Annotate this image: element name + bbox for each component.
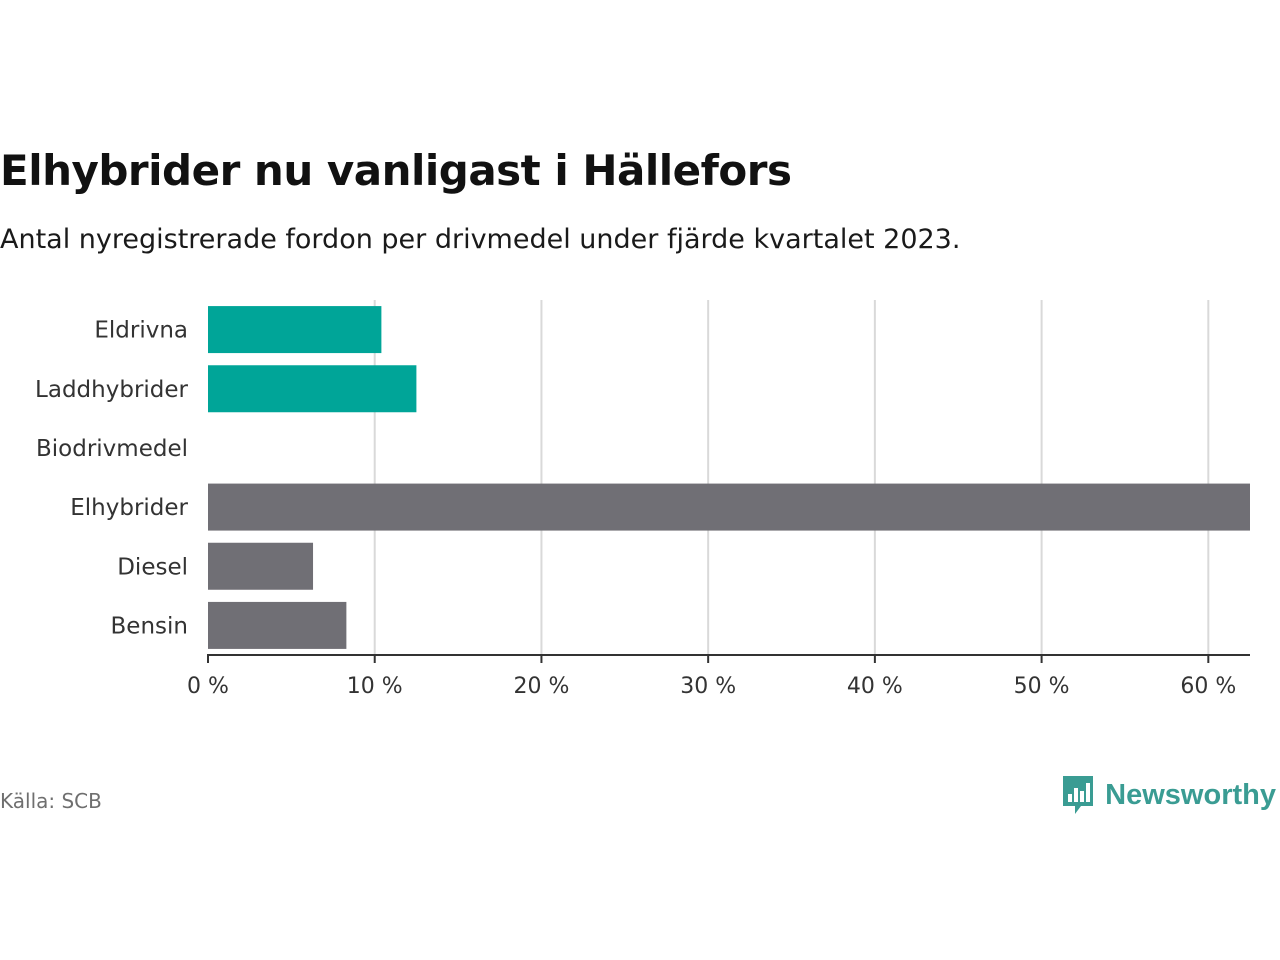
bar-eldrivna — [208, 306, 382, 354]
bar-elhybrider — [208, 483, 1250, 531]
chart-title: Elhybrider nu vanligast i Hällefors — [0, 146, 792, 195]
bar-laddhybrider — [208, 365, 417, 413]
brand-logo: Newsworthy — [1061, 774, 1276, 816]
bar-chart: 0 % 10 % 20 % 30 % 40 % 50 % 60 % Eldrivna Ladd… — [35, 300, 1250, 699]
x-tick-label: 20 % — [513, 674, 569, 699]
bar-bensin — [208, 601, 347, 649]
x-tick-label: 30 % — [680, 674, 736, 699]
category-label: Elhybrider — [70, 495, 188, 521]
chart-subtitle: Antal nyregistrerade fordon per drivmede… — [0, 224, 961, 255]
x-tick-label: 60 % — [1180, 674, 1236, 699]
x-tick-label: 10 % — [347, 674, 403, 699]
category-label: Diesel — [117, 554, 188, 580]
category-labels: Eldrivna Laddhybrider Biodrivmedel Elhybrid… — [35, 318, 188, 640]
x-tick-label: 50 % — [1014, 674, 1070, 699]
category-label: Bensin — [111, 613, 188, 639]
x-tick-label: 40 % — [847, 674, 903, 699]
source-note: Källa: SCB — [0, 789, 102, 813]
x-tick-label: 0 % — [187, 674, 229, 699]
category-label: Laddhybrider — [35, 377, 188, 403]
bars — [208, 306, 1250, 649]
category-label: Eldrivna — [94, 318, 188, 344]
brand-name: Newsworthy — [1105, 778, 1276, 811]
bar-diesel — [208, 542, 314, 590]
newsworthy-logo-icon — [1063, 776, 1094, 814]
category-label: Biodrivmedel — [36, 436, 188, 462]
grid-lines — [373, 300, 1210, 655]
x-axis: 0 % 10 % 20 % 30 % 40 % 50 % 60 % — [187, 654, 1250, 699]
